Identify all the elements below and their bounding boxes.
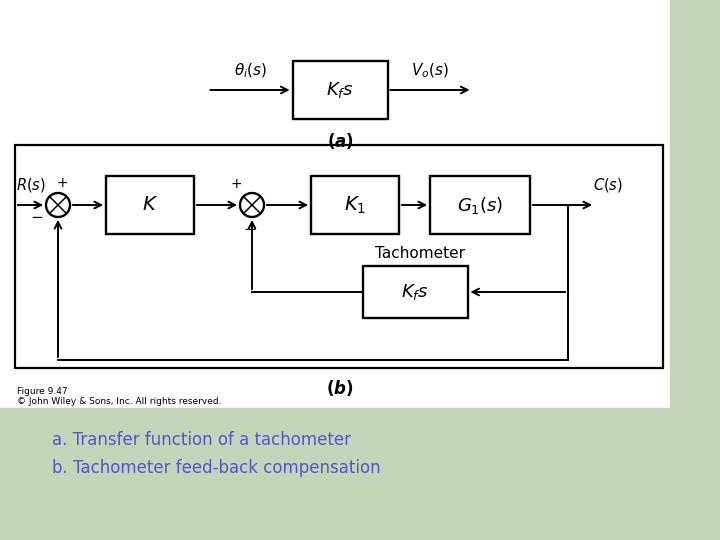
Text: +: + [230, 177, 242, 191]
Bar [106, 176, 194, 234]
Text: $\theta_i(s)$: $\theta_i(s)$ [234, 62, 267, 80]
Text: $K_1$: $K_1$ [344, 194, 366, 215]
Text: © John Wiley & Sons, Inc. All rights reserved.: © John Wiley & Sons, Inc. All rights res… [17, 397, 222, 407]
Bar [15, 145, 663, 368]
Text: Figure 9.47: Figure 9.47 [17, 388, 68, 396]
Text: $R(s)$: $R(s)$ [16, 176, 46, 194]
Text: Tachometer: Tachometer [375, 246, 465, 261]
Bar [0, 0, 720, 408]
Bar [670, 0, 720, 540]
Bar [430, 176, 530, 234]
Text: b. Tachometer feed-back compensation: b. Tachometer feed-back compensation [52, 459, 381, 477]
Text: $K_f s$: $K_f s$ [326, 80, 354, 100]
Circle shape [240, 193, 264, 217]
Text: $K_f s$: $K_f s$ [401, 282, 429, 302]
Text: $K$: $K$ [142, 195, 158, 214]
Bar [0, 408, 720, 540]
Bar [311, 176, 399, 234]
Text: $-$: $-$ [243, 220, 256, 235]
Text: a. Transfer function of a tachometer: a. Transfer function of a tachometer [52, 431, 351, 449]
Bar [292, 61, 387, 119]
Text: $\boldsymbol{(a)}$: $\boldsymbol{(a)}$ [327, 131, 354, 151]
Text: $\boldsymbol{(b)}$: $\boldsymbol{(b)}$ [326, 378, 354, 398]
Circle shape [46, 193, 70, 217]
Bar [362, 266, 467, 318]
Text: +: + [56, 176, 68, 190]
Text: $G_1(s)$: $G_1(s)$ [457, 194, 503, 215]
Text: $V_o(s)$: $V_o(s)$ [410, 62, 449, 80]
Text: $-$: $-$ [30, 207, 43, 222]
Text: $C(s)$: $C(s)$ [593, 176, 623, 194]
